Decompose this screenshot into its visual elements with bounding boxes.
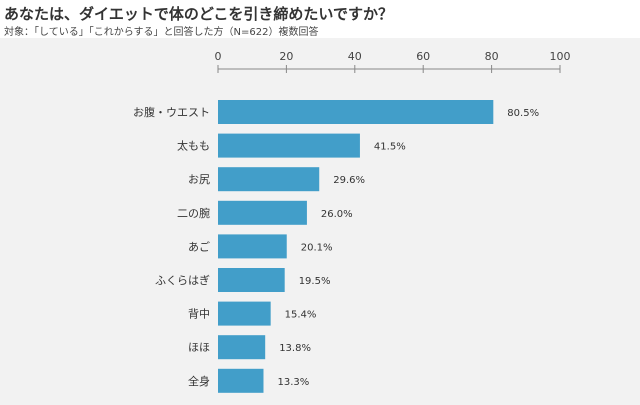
category-label: 全身 bbox=[188, 374, 210, 388]
value-label: 19.5% bbox=[299, 276, 331, 287]
category-label: 背中 bbox=[188, 307, 210, 321]
category-label: あご bbox=[188, 239, 210, 253]
chart-title: あなたは、ダイエットで体のどこを引き締めたいですか？ bbox=[4, 5, 393, 23]
x-tick-label: 60 bbox=[416, 50, 430, 63]
value-label: 80.5% bbox=[507, 108, 539, 119]
value-label: 13.3% bbox=[277, 377, 309, 388]
x-tick-label: 0 bbox=[215, 50, 222, 63]
bar bbox=[218, 268, 285, 292]
bar bbox=[218, 301, 271, 326]
chart-panel bbox=[0, 38, 640, 405]
x-tick-label: 80 bbox=[485, 50, 499, 63]
x-tick-label: 20 bbox=[279, 50, 293, 63]
x-tick-label: 100 bbox=[550, 50, 571, 63]
bar bbox=[218, 335, 266, 360]
bar bbox=[218, 368, 264, 393]
value-label: 26.0% bbox=[321, 209, 353, 220]
bar bbox=[218, 200, 307, 225]
category-label: 二の腕 bbox=[177, 206, 210, 220]
bar bbox=[218, 167, 320, 192]
category-label: お腹・ウエスト bbox=[133, 105, 210, 119]
chart-subtitle: 対象：「している」「これからする」と回答した方（N=622）複数回答 bbox=[4, 27, 319, 38]
category-label: ふくらはぎ bbox=[155, 273, 210, 287]
value-label: 13.8% bbox=[279, 343, 311, 354]
value-label: 15.4% bbox=[285, 310, 317, 321]
value-label: 29.6% bbox=[333, 175, 365, 186]
x-tick-label: 40 bbox=[348, 50, 362, 63]
category-label: ほほ bbox=[188, 341, 210, 354]
value-label: 20.1% bbox=[301, 242, 333, 253]
value-label: 41.5% bbox=[374, 142, 406, 153]
bar bbox=[218, 100, 494, 124]
bar bbox=[218, 234, 287, 259]
category-label: 太もも bbox=[177, 140, 210, 153]
bar bbox=[218, 133, 360, 158]
category-label: お尻 bbox=[188, 173, 210, 186]
